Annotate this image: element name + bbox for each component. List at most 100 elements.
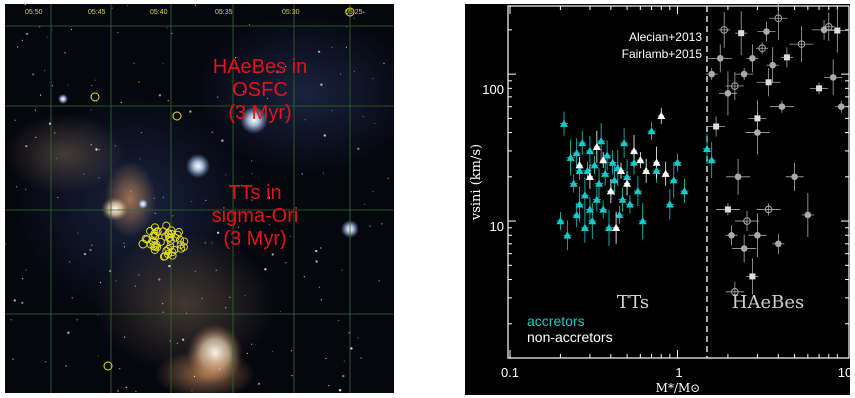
accretor-point — [578, 138, 587, 147]
star — [345, 26, 348, 28]
accretor-point — [630, 158, 639, 166]
star — [140, 132, 142, 134]
yso-marker — [156, 237, 165, 246]
star — [363, 11, 365, 13]
legend-non-accretors: non-accretors — [527, 329, 613, 345]
haebe-point — [720, 26, 728, 34]
star — [158, 94, 162, 97]
ra-tick-label: 05:50 — [25, 9, 43, 16]
star — [166, 27, 168, 29]
accretor-point — [556, 217, 565, 225]
accretor-point — [603, 151, 612, 159]
star — [12, 358, 14, 360]
haebes-region-label: HAeBes in OSFC (3 Myr) — [212, 56, 308, 124]
haebe-point — [824, 22, 833, 31]
accretor-point — [638, 217, 647, 225]
accretor-point — [590, 161, 599, 169]
accretor-point — [702, 144, 711, 153]
star — [98, 149, 100, 151]
star — [364, 203, 366, 205]
coordinate-grid — [5, 4, 394, 393]
yso-marker — [172, 111, 182, 121]
star — [64, 52, 66, 54]
legend-accretors: accretors — [527, 313, 585, 329]
accretor-point — [673, 158, 682, 166]
star — [25, 188, 27, 190]
star — [138, 81, 140, 83]
star — [201, 297, 203, 300]
star — [130, 190, 132, 192]
star — [237, 226, 240, 228]
star — [251, 343, 253, 345]
star — [244, 294, 246, 297]
star — [83, 252, 87, 256]
star — [291, 375, 293, 377]
accretor-point — [707, 156, 716, 164]
accretor-point — [625, 200, 634, 208]
star — [357, 337, 359, 339]
yso-marker — [151, 231, 160, 240]
star — [126, 5, 128, 7]
yso-markers — [90, 7, 355, 371]
star — [362, 115, 364, 118]
haebe-point — [731, 82, 739, 90]
haebe-point — [769, 61, 776, 69]
star — [123, 246, 125, 248]
star — [117, 31, 119, 34]
star — [168, 264, 171, 268]
reference-label: Fairlamb+2015 — [622, 47, 703, 61]
star — [315, 249, 318, 253]
star — [225, 174, 227, 176]
ra-tick-label: 05:40 — [150, 9, 168, 16]
x-tick-label: 1 — [675, 365, 682, 380]
star — [221, 139, 224, 142]
star — [83, 173, 85, 175]
star — [51, 85, 54, 87]
star — [24, 4, 26, 6]
region-label-tts: TTs — [617, 292, 649, 313]
star — [94, 79, 96, 81]
star — [229, 296, 231, 298]
yso-marker — [165, 233, 174, 243]
star — [5, 243, 7, 245]
star — [338, 319, 340, 321]
star — [176, 342, 178, 344]
yso-marker — [180, 237, 189, 246]
haebe-point — [791, 173, 798, 181]
y-axis-label: vsini (km/s) — [469, 144, 484, 221]
star — [25, 145, 28, 148]
star — [158, 278, 161, 281]
star — [194, 4, 196, 6]
star — [98, 177, 100, 179]
star — [167, 100, 169, 102]
star — [22, 278, 24, 280]
star — [51, 29, 54, 31]
haebe-point — [749, 273, 756, 280]
star — [285, 116, 287, 118]
star — [69, 261, 71, 263]
star — [91, 244, 93, 246]
yso-marker — [149, 241, 158, 251]
haebe-point — [804, 211, 812, 219]
star — [251, 199, 253, 201]
star — [39, 26, 41, 28]
star — [268, 224, 270, 226]
star — [17, 46, 19, 48]
haebe-point — [754, 115, 761, 122]
haebe-point — [764, 205, 773, 214]
accretor-point — [585, 146, 594, 155]
star — [211, 242, 213, 244]
star — [251, 172, 253, 175]
haebe-point — [716, 55, 724, 62]
star — [315, 260, 318, 263]
accretor-point — [563, 231, 572, 239]
star — [341, 269, 343, 271]
star — [318, 286, 320, 288]
star-field — [5, 4, 389, 393]
accretor-point — [583, 166, 592, 174]
star — [353, 70, 355, 72]
yso-marker — [141, 234, 150, 243]
star — [55, 157, 57, 160]
y-tick-label: 10 — [490, 219, 504, 234]
star — [171, 32, 173, 34]
